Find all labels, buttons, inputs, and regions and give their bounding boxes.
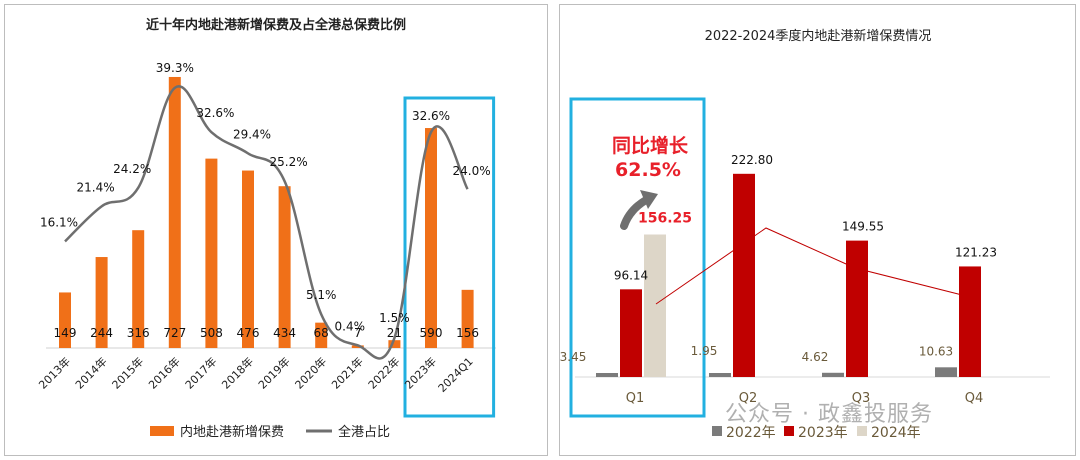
left-highlight-box xyxy=(403,96,496,418)
right-bar-2022年-Q4 xyxy=(935,367,957,377)
left-bar-2018年 xyxy=(242,170,254,348)
left-bar-2013年 xyxy=(59,292,71,348)
left-line-label-2020年: 5.1% xyxy=(306,288,337,302)
left-bar-label-2016年: 727 xyxy=(163,326,186,340)
right-legend-label-2024年: 2024年 xyxy=(871,425,921,441)
left-line-label-2015年: 24.2% xyxy=(113,162,151,176)
right-bar-2022年-Q2 xyxy=(709,373,731,377)
left-bar-2014年 xyxy=(95,257,108,348)
left-bar-label-2024Q1: 156 xyxy=(456,326,479,340)
left-bar-label-2022年: 21 xyxy=(387,326,402,340)
right-label-2023年-Q2: 222.80 xyxy=(731,153,773,167)
left-category-2013年: 2013年 xyxy=(36,354,73,391)
right-label-2023年-Q1: 96.14 xyxy=(614,268,648,282)
left-category-2020年: 2020年 xyxy=(292,354,329,391)
left-share-line xyxy=(64,85,469,360)
left-category-2023年: 2023年 xyxy=(402,354,439,391)
left-bar-2021年 xyxy=(351,345,364,348)
left-line-label-2017年: 32.6% xyxy=(196,106,234,120)
left-bar-label-2013年: 149 xyxy=(54,326,77,340)
right-legend-swatch-2024年 xyxy=(857,426,867,436)
right-bar-2023年-Q2 xyxy=(733,173,755,377)
left-category-2018年: 2018年 xyxy=(219,354,256,391)
right-category-Q1: Q1 xyxy=(626,391,645,406)
left-category-2015年: 2015年 xyxy=(109,354,146,391)
left-legend-bar-label: 内地赴港新增保费 xyxy=(180,424,284,440)
right-bar-2022年-Q3 xyxy=(822,372,844,377)
right-legend-swatch-2022年 xyxy=(712,426,722,436)
left-line-label-2014年: 21.4% xyxy=(77,180,115,194)
left-bar-label-2021年: 7 xyxy=(354,326,362,340)
right-bar-2024年-Q1 xyxy=(644,234,666,377)
left-line-label-2018年: 29.4% xyxy=(233,127,271,141)
right-chart-title: 2022-2024季度内地赴港新增保费情况 xyxy=(705,28,932,44)
right-label-2022年-Q4: 10.63 xyxy=(919,344,953,358)
left-bar-2015年 xyxy=(132,230,145,348)
left-category-2016年: 2016年 xyxy=(145,354,182,391)
left-bar-2024Q1 xyxy=(461,289,474,348)
right-annotation-line1: 同比增长 xyxy=(612,134,689,157)
left-line-label-2013年: 16.1% xyxy=(40,215,78,229)
left-bar-2019年 xyxy=(278,186,291,348)
right-label-2023年-Q4: 121.23 xyxy=(955,245,997,259)
left-category-2024Q1: 2024Q1 xyxy=(436,355,476,395)
right-annotation-line2: 62.5% xyxy=(615,159,681,181)
left-bar-2016年 xyxy=(168,76,181,349)
right-label-2022年-Q3: 4.62 xyxy=(802,350,829,364)
left-bar-2022年 xyxy=(388,340,401,348)
left-bar-2023年 xyxy=(425,128,437,348)
right-label-2024年-Q1: 156.25 xyxy=(638,211,692,227)
left-category-2021年: 2021年 xyxy=(328,354,365,391)
left-legend-bar-swatch xyxy=(150,426,174,436)
right-growth-arrow-head xyxy=(640,190,658,209)
right-growth-arrow-shaft xyxy=(620,196,650,230)
left-bar-label-2015年: 316 xyxy=(127,326,150,340)
right-category-Q2: Q2 xyxy=(739,391,758,406)
left-bar-label-2017年: 508 xyxy=(200,326,223,340)
left-bar-2017年 xyxy=(205,158,218,348)
right-legend-label-2023年: 2023年 xyxy=(798,425,848,441)
left-bar-label-2023年: 590 xyxy=(420,326,443,340)
right-bar-2023年-Q1 xyxy=(620,289,642,377)
left-line-label-2021年: 0.4% xyxy=(335,319,366,333)
left-bar-label-2019年: 434 xyxy=(273,326,296,340)
left-line-label-2019年: 25.2% xyxy=(270,155,308,169)
left-bar-2020年 xyxy=(315,322,328,348)
left-line-label-2024Q1: 24.0% xyxy=(453,164,491,178)
left-line-label-2023年: 32.6% xyxy=(412,109,450,123)
left-category-2019年: 2019年 xyxy=(255,354,292,391)
right-legend-swatch-2023年 xyxy=(784,426,794,436)
left-category-2022年: 2022年 xyxy=(365,354,402,391)
right-category-Q3: Q3 xyxy=(852,391,871,406)
right-bar-2022年-Q1 xyxy=(596,373,618,377)
right-trend-line xyxy=(655,227,975,305)
left-category-2014年: 2014年 xyxy=(72,354,109,391)
left-bar-label-2020年: 68 xyxy=(314,326,329,340)
right-legend-label-2022年: 2022年 xyxy=(726,425,776,441)
right-label-2022年-Q2: 1.95 xyxy=(691,344,718,358)
right-category-Q4: Q4 xyxy=(965,391,984,406)
right-label-2023年-Q3: 149.55 xyxy=(842,220,884,234)
left-chart-panel xyxy=(4,4,548,456)
right-bar-2023年-Q4 xyxy=(959,266,981,377)
watermark: 公众号 · 政鑫投服务 xyxy=(725,402,933,427)
right-label-2022年-Q1: 3.45 xyxy=(560,350,587,364)
right-highlight-box xyxy=(569,97,706,418)
left-line-label-2022年: 1.5% xyxy=(379,311,410,325)
left-category-2017年: 2017年 xyxy=(182,354,219,391)
left-line-label-2016年: 39.3% xyxy=(156,61,194,75)
left-chart-title: 近十年内地赴港新增保费及占全港总保费比例 xyxy=(146,17,406,33)
left-bar-label-2014年: 244 xyxy=(90,326,113,340)
right-chart-panel xyxy=(559,4,1076,456)
right-bar-2023年-Q3 xyxy=(846,240,868,377)
left-bar-label-2018年: 476 xyxy=(237,326,260,340)
left-legend-line-label: 全港占比 xyxy=(338,424,390,440)
